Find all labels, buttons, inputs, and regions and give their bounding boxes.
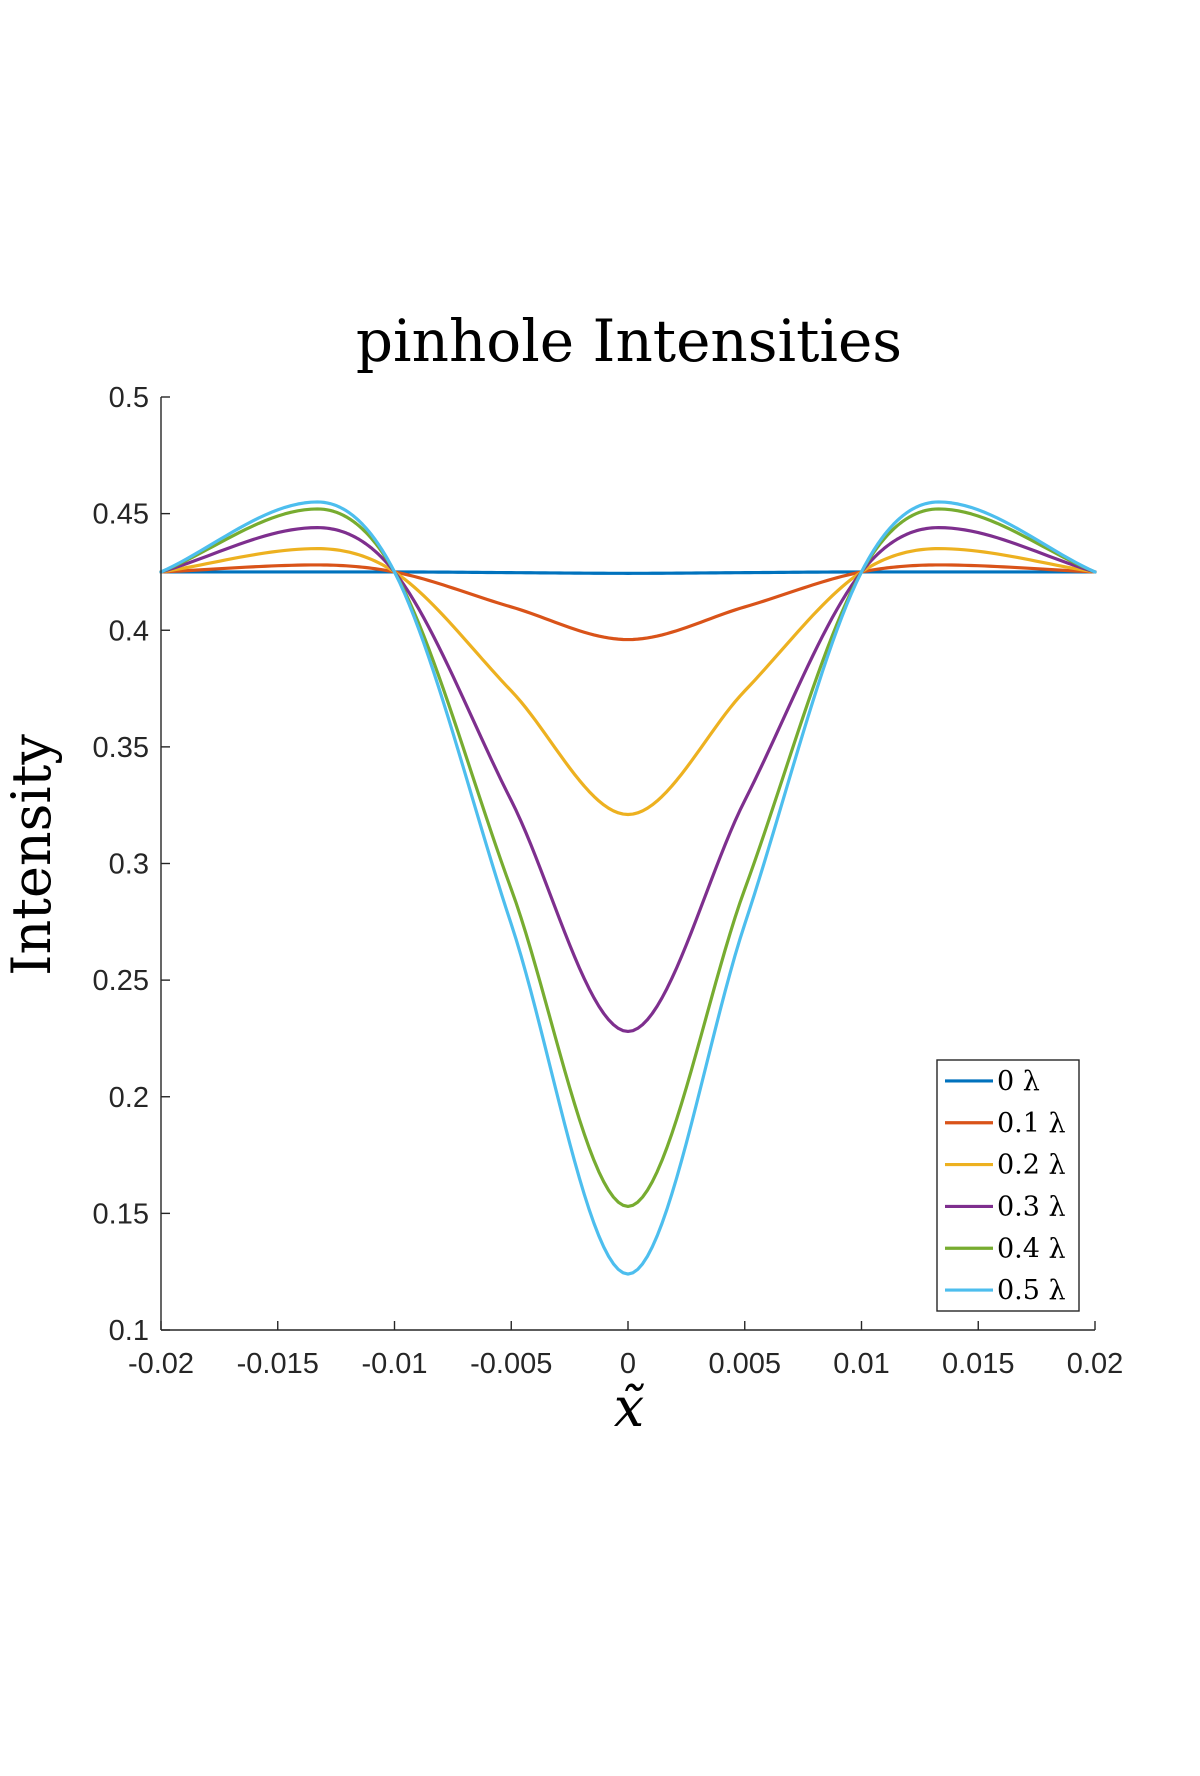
legend-label: 0.1 λ	[997, 1108, 1066, 1139]
x-tick-label: 0	[620, 1348, 636, 1380]
y-tick-label: 0.4	[109, 615, 149, 647]
legend-label: 0.4 λ	[997, 1233, 1066, 1264]
y-tick-label: 0.25	[93, 965, 149, 997]
x-tick-label: 0.02	[1067, 1348, 1123, 1380]
legend-label: 0.3 λ	[997, 1191, 1066, 1222]
legend: 0 λ 0.1 λ 0.2 λ 0.3 λ 0.4 λ 0.5 λ	[936, 1059, 1080, 1312]
x-tick-label: -0.015	[237, 1348, 319, 1380]
series-line-1	[159, 563, 1097, 642]
plot-area: -0.02 -0.015 -0.01 -0.005 0 0.005 0.01 0.015 0.0…	[93, 382, 1124, 1380]
y-tick-label: 0.1	[109, 1315, 149, 1347]
chart-title: pinhole Intensities	[356, 307, 902, 375]
axes: -0.02 -0.015 -0.01 -0.005 0 0.005 0.01 0.015 0.0…	[93, 382, 1124, 1380]
legend-label: 0.5 λ	[997, 1275, 1066, 1306]
y-tick-label: 0.2	[109, 1082, 149, 1114]
legend-label: 0.2 λ	[997, 1150, 1066, 1181]
legend-box	[936, 1059, 1080, 1312]
x-tick-label: 0.01	[833, 1348, 889, 1380]
y-tick-label: 0.15	[93, 1198, 149, 1230]
x-tick-label: -0.005	[470, 1348, 552, 1380]
series-line-5	[159, 500, 1097, 1276]
series-layer	[159, 500, 1097, 1276]
x-tick-label: -0.01	[361, 1348, 427, 1380]
series-line-3	[159, 526, 1097, 1034]
legend-label: 0 λ	[997, 1066, 1040, 1097]
series-line-0	[159, 570, 1097, 575]
x-tick-label: 0.015	[942, 1348, 1015, 1380]
x-tick-label: -0.02	[128, 1348, 194, 1380]
y-tick-label: 0.5	[109, 382, 149, 414]
series-line-2	[159, 547, 1097, 817]
y-axis-label: Intensity	[0, 734, 63, 976]
x-axis-label: x̃	[614, 1376, 645, 1439]
y-tick-label: 0.3	[109, 849, 149, 881]
series-line-4	[159, 507, 1097, 1208]
y-tick-label: 0.45	[93, 499, 149, 531]
y-tick-label: 0.35	[93, 732, 149, 764]
x-tick-label: 0.005	[708, 1348, 781, 1380]
